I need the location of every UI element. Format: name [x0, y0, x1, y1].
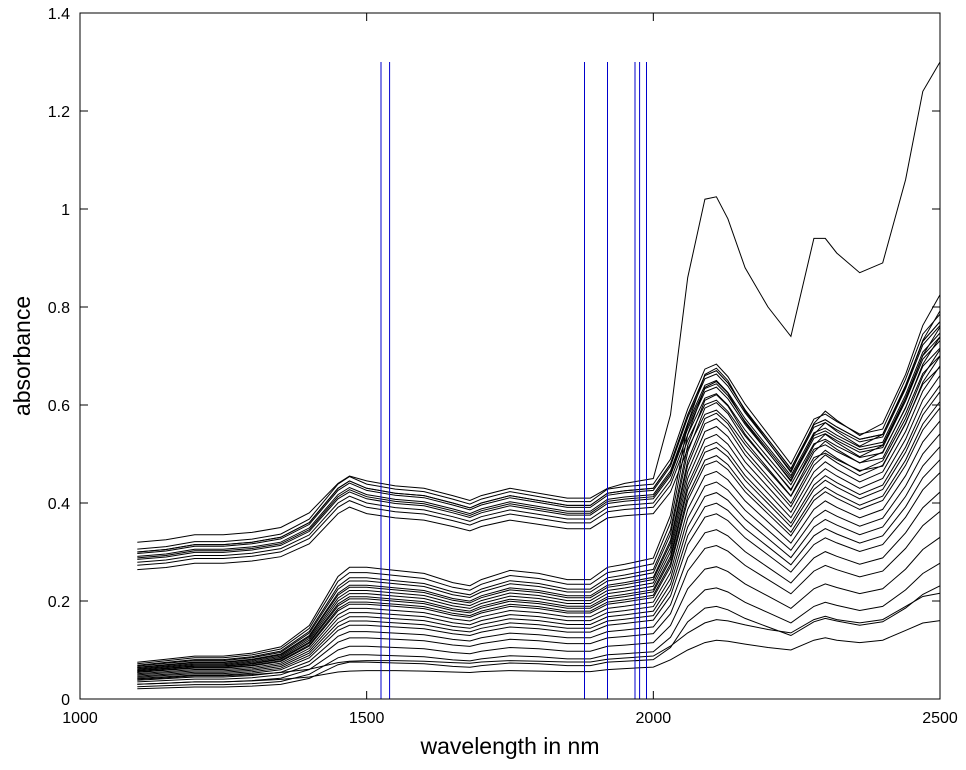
spectrum-line-19: [137, 349, 941, 668]
spectrum-line-32: [137, 562, 941, 688]
spectrum-line-25: [137, 446, 941, 677]
spectrum-line-4: [137, 355, 941, 566]
y-axis-title: absorbance: [9, 296, 35, 416]
y-tick-label-1.4: 1.4: [48, 6, 70, 23]
spectrum-line-11: [137, 61, 941, 543]
spectrum-line-34: [137, 620, 941, 685]
spectrum-line-26: [137, 459, 941, 678]
y-tick-label-0.8: 0.8: [48, 300, 70, 317]
spectrum-line-14: [137, 391, 941, 672]
axis-ticks-group: 1000 1500 2000 2500 0 0.2 0.4 0.6 0.8 1 1.2 1.4: [48, 6, 958, 727]
y-tick-label-1: 1: [61, 202, 70, 219]
spectrum-line-16: [137, 355, 941, 669]
spectrum-line-31: [137, 536, 941, 685]
spectrum-line-2: [137, 336, 941, 559]
y-tick-label-0.2: 0.2: [48, 594, 70, 611]
x-tick-label-2000: 2000: [636, 710, 672, 727]
spectrum-line-23: [137, 326, 941, 666]
spectrum-line-6: [137, 313, 941, 550]
x-tick-label-1000: 1000: [62, 710, 98, 727]
spectrum-line-7: [137, 366, 941, 571]
y-tick-label-0: 0: [61, 692, 70, 709]
x-axis-title: wavelength in nm: [420, 733, 600, 759]
spectrum-line-12: [137, 375, 941, 671]
x-tick-label-2500: 2500: [922, 710, 958, 727]
spectrum-line-27: [137, 472, 941, 679]
y-tick-label-0.4: 0.4: [48, 496, 70, 513]
spectrum-line-15: [137, 365, 941, 670]
spectra-series-group: [137, 61, 941, 690]
spectrum-line-24: [137, 310, 941, 665]
spectrum-line-1: [137, 321, 941, 553]
spectrum-line-3: [137, 347, 941, 563]
spectrum-line-8: [137, 340, 941, 560]
spectrum-line-21: [137, 420, 941, 675]
spectrum-line-17: [137, 401, 941, 673]
spectrum-line-10: [137, 321, 941, 553]
spectrum-line-9: [137, 332, 941, 557]
spectrum-line-5: [137, 325, 941, 554]
spectrum-line-18: [137, 407, 941, 673]
spectrum-line-28: [137, 491, 941, 681]
spectrum-line-20: [137, 336, 941, 667]
spectrum-line-29: [137, 511, 941, 683]
plot-area-frame: [79, 12, 941, 700]
spectrum-line-22: [137, 433, 941, 676]
spectrum-line-30: [137, 294, 941, 663]
spectrum-line-13: [137, 385, 941, 671]
x-tick-label-1500: 1500: [349, 710, 385, 727]
spectrum-line-35: [137, 592, 941, 680]
vertical-marker-group: [380, 62, 647, 699]
y-tick-label-0.6: 0.6: [48, 398, 70, 415]
y-tick-label-1.2: 1.2: [48, 104, 70, 121]
